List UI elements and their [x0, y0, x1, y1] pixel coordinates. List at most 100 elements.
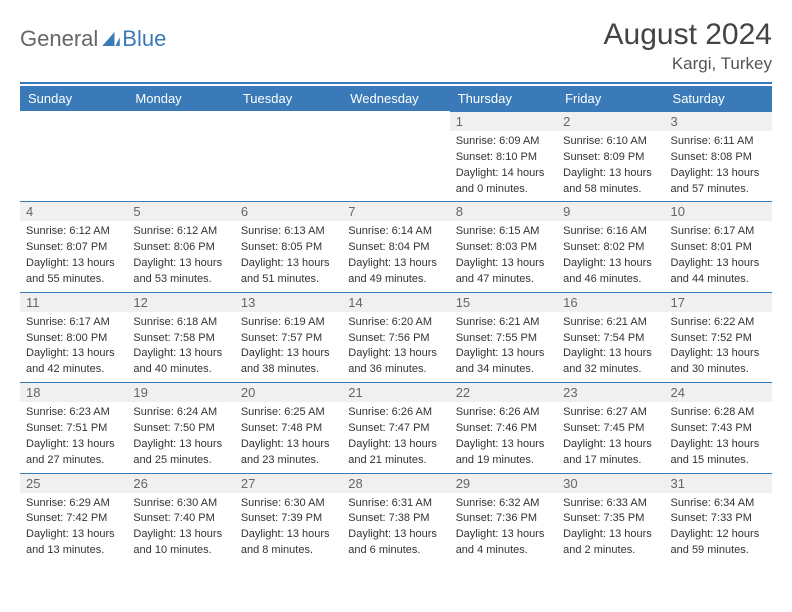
day-info: Sunrise: 6:19 AMSunset: 7:57 PMDaylight:…	[235, 312, 342, 382]
date-number: 25	[20, 473, 127, 493]
calendar-cell: 5 Sunrise: 6:12 AMSunset: 8:06 PMDaylight…	[127, 201, 234, 291]
calendar-cell: 25Sunrise: 6:29 AMSunset: 7:42 PMDayligh…	[20, 473, 127, 563]
sunset-text: Sunset: 7:54 PM	[563, 331, 658, 346]
daylight-text: Daylight: 13 hours	[563, 527, 658, 542]
sunset-text: Sunset: 7:35 PM	[563, 511, 658, 526]
day-info: Sunrise: 6:20 AMSunset: 7:56 PMDaylight:…	[342, 312, 449, 382]
day-info: Sunrise: 6:32 AMSunset: 7:36 PMDaylight:…	[450, 493, 557, 563]
day-info: Sunrise: 6:25 AMSunset: 7:48 PMDaylight:…	[235, 402, 342, 472]
daylight-text: Daylight: 13 hours	[563, 166, 658, 181]
daylight-text: and 40 minutes.	[133, 362, 228, 377]
daylight-text: Daylight: 13 hours	[241, 437, 336, 452]
sunset-text: Sunset: 8:05 PM	[241, 240, 336, 255]
sunset-text: Sunset: 7:43 PM	[671, 421, 766, 436]
date-number: 10	[665, 201, 772, 221]
daylight-text: and 32 minutes.	[563, 362, 658, 377]
sunrise-text: Sunrise: 6:27 AM	[563, 405, 658, 420]
sunset-text: Sunset: 8:08 PM	[671, 150, 766, 165]
weekday-wed: Wednesday	[342, 86, 449, 111]
date-number: 20	[235, 382, 342, 402]
day-info: Sunrise: 6:10 AMSunset: 8:09 PMDaylight:…	[557, 131, 664, 201]
daylight-text: and 57 minutes.	[671, 182, 766, 197]
calendar-cell: 18Sunrise: 6:23 AMSunset: 7:51 PMDayligh…	[20, 382, 127, 472]
daylight-text: and 46 minutes.	[563, 272, 658, 287]
day-info: Sunrise: 6:12 AMSunset: 8:07 PMDaylight:…	[20, 221, 127, 291]
calendar-cell: 26Sunrise: 6:30 AMSunset: 7:40 PMDayligh…	[127, 473, 234, 563]
sunset-text: Sunset: 8:01 PM	[671, 240, 766, 255]
sunrise-text: Sunrise: 6:12 AM	[133, 224, 228, 239]
date-number: 11	[20, 292, 127, 312]
sunset-text: Sunset: 8:03 PM	[456, 240, 551, 255]
page-header: General Blue August 2024 Kargi, Turkey	[20, 18, 772, 74]
calendar-cell: 20Sunrise: 6:25 AMSunset: 7:48 PMDayligh…	[235, 382, 342, 472]
sunrise-text: Sunrise: 6:26 AM	[348, 405, 443, 420]
date-number: 7	[342, 201, 449, 221]
daylight-text: Daylight: 13 hours	[348, 346, 443, 361]
sunset-text: Sunset: 7:33 PM	[671, 511, 766, 526]
sail-icon	[102, 32, 120, 46]
daylight-text: Daylight: 13 hours	[563, 346, 658, 361]
date-number: 29	[450, 473, 557, 493]
daylight-text: and 51 minutes.	[241, 272, 336, 287]
calendar-cell: 3Sunrise: 6:11 AMSunset: 8:08 PMDaylight…	[665, 111, 772, 201]
page-title: August 2024	[604, 18, 772, 52]
day-info: Sunrise: 6:30 AMSunset: 7:39 PMDaylight:…	[235, 493, 342, 563]
sunrise-text: Sunrise: 6:17 AM	[671, 224, 766, 239]
date-number: 19	[127, 382, 234, 402]
calendar-cell	[342, 111, 449, 201]
daylight-text: and 13 minutes.	[26, 543, 121, 558]
date-number: 13	[235, 292, 342, 312]
calendar-cell: 29Sunrise: 6:32 AMSunset: 7:36 PMDayligh…	[450, 473, 557, 563]
daylight-text: Daylight: 13 hours	[133, 256, 228, 271]
calendar-cell	[20, 111, 127, 201]
calendar-cell: 31Sunrise: 6:34 AMSunset: 7:33 PMDayligh…	[665, 473, 772, 563]
sunrise-text: Sunrise: 6:14 AM	[348, 224, 443, 239]
daylight-text: and 34 minutes.	[456, 362, 551, 377]
brand-part2: Blue	[122, 26, 166, 52]
daylight-text: and 30 minutes.	[671, 362, 766, 377]
day-info: Sunrise: 6:11 AMSunset: 8:08 PMDaylight:…	[665, 131, 772, 201]
daylight-text: Daylight: 13 hours	[671, 437, 766, 452]
daylight-text: and 2 minutes.	[563, 543, 658, 558]
divider	[20, 82, 772, 84]
sunset-text: Sunset: 8:06 PM	[133, 240, 228, 255]
date-number: 21	[342, 382, 449, 402]
day-info: Sunrise: 6:28 AMSunset: 7:43 PMDaylight:…	[665, 402, 772, 472]
date-number: 22	[450, 382, 557, 402]
calendar-cell: 6Sunrise: 6:13 AMSunset: 8:05 PMDaylight…	[235, 201, 342, 291]
daylight-text: and 42 minutes.	[26, 362, 121, 377]
calendar-body: 1Sunrise: 6:09 AMSunset: 8:10 PMDaylight…	[20, 111, 772, 563]
day-info: Sunrise: 6:23 AMSunset: 7:51 PMDaylight:…	[20, 402, 127, 472]
sunrise-text: Sunrise: 6:34 AM	[671, 496, 766, 511]
daylight-text: Daylight: 13 hours	[563, 437, 658, 452]
daylight-text: and 36 minutes.	[348, 362, 443, 377]
date-number: 5	[127, 201, 234, 221]
daylight-text: Daylight: 13 hours	[563, 256, 658, 271]
calendar-cell: 12Sunrise: 6:18 AMSunset: 7:58 PMDayligh…	[127, 292, 234, 382]
sunset-text: Sunset: 7:48 PM	[241, 421, 336, 436]
daylight-text: Daylight: 13 hours	[241, 256, 336, 271]
sunrise-text: Sunrise: 6:25 AM	[241, 405, 336, 420]
daylight-text: and 55 minutes.	[26, 272, 121, 287]
weekday-header: Sunday Monday Tuesday Wednesday Thursday…	[20, 86, 772, 111]
sunset-text: Sunset: 7:56 PM	[348, 331, 443, 346]
daylight-text: Daylight: 13 hours	[133, 346, 228, 361]
sunrise-text: Sunrise: 6:20 AM	[348, 315, 443, 330]
calendar-row: 11Sunrise: 6:17 AMSunset: 8:00 PMDayligh…	[20, 292, 772, 382]
calendar-cell: 23Sunrise: 6:27 AMSunset: 7:45 PMDayligh…	[557, 382, 664, 472]
calendar-cell: 7Sunrise: 6:14 AMSunset: 8:04 PMDaylight…	[342, 201, 449, 291]
daylight-text: Daylight: 13 hours	[671, 346, 766, 361]
sunrise-text: Sunrise: 6:18 AM	[133, 315, 228, 330]
daylight-text: Daylight: 13 hours	[241, 346, 336, 361]
date-number: 12	[127, 292, 234, 312]
sunset-text: Sunset: 7:52 PM	[671, 331, 766, 346]
calendar-cell: 8Sunrise: 6:15 AMSunset: 8:03 PMDaylight…	[450, 201, 557, 291]
daylight-text: Daylight: 13 hours	[348, 527, 443, 542]
daylight-text: and 8 minutes.	[241, 543, 336, 558]
weekday-sun: Sunday	[20, 86, 127, 111]
sunrise-text: Sunrise: 6:19 AM	[241, 315, 336, 330]
calendar-row: 18Sunrise: 6:23 AMSunset: 7:51 PMDayligh…	[20, 382, 772, 472]
sunrise-text: Sunrise: 6:23 AM	[26, 405, 121, 420]
daylight-text: Daylight: 13 hours	[456, 527, 551, 542]
calendar-cell: 13Sunrise: 6:19 AMSunset: 7:57 PMDayligh…	[235, 292, 342, 382]
